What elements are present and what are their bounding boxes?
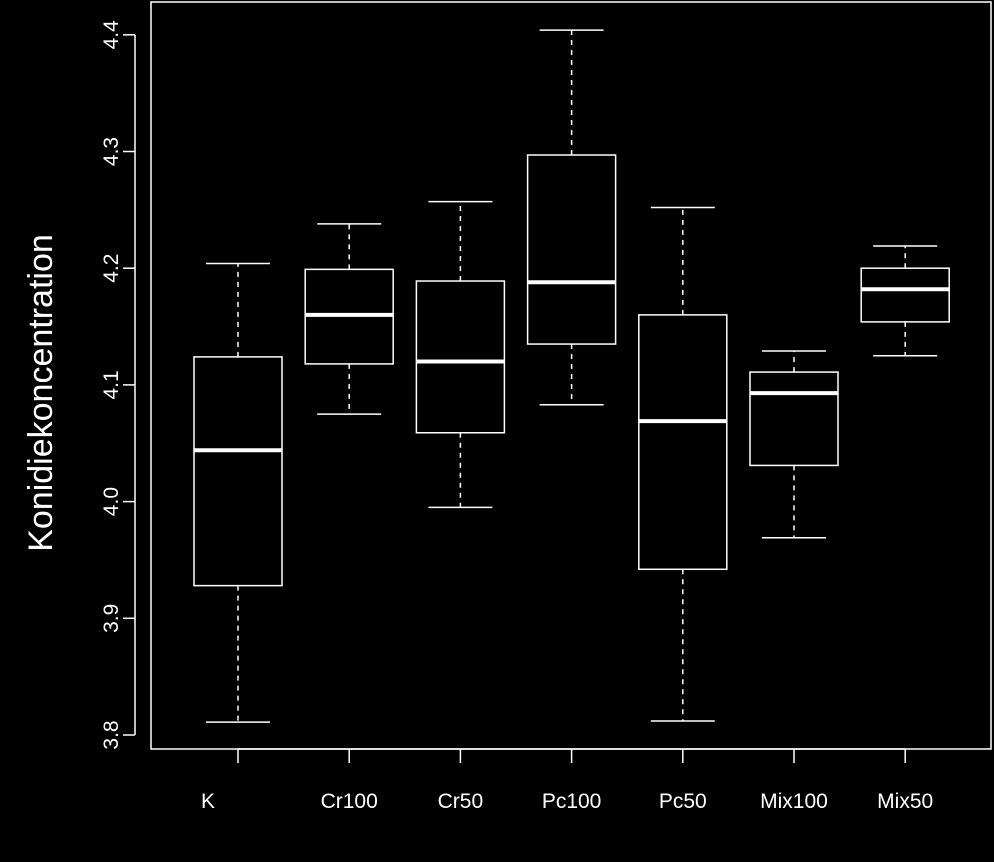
box-cr50 (415, 200, 506, 509)
box-mix100 (749, 350, 839, 539)
box-mix50 (860, 245, 950, 357)
y-tick-label: 3.8 (100, 720, 123, 749)
box-k (193, 262, 283, 723)
x-tick-label: K (201, 790, 215, 813)
y-tick-label: 4.1 (100, 370, 123, 399)
x-tick-label: Cr50 (438, 790, 484, 813)
iqr-box (193, 356, 283, 587)
x-axis: K Cr100 Cr50 Pc100 Pc50 Mix100 Mix50 (201, 748, 933, 813)
y-tick-label: 4.3 (100, 137, 123, 166)
y-axis-title: Konidiekoncentration (22, 234, 60, 552)
x-tick-label: Cr100 (321, 790, 378, 813)
iqr-box (860, 267, 950, 323)
x-tick-label: Pc50 (659, 790, 707, 813)
box-pc100 (526, 29, 617, 406)
x-tick-label: Pc100 (542, 790, 602, 813)
iqr-box (526, 154, 617, 345)
y-axis: 3.8 3.9 4.0 4.1 4.2 4.3 4.4 (100, 20, 136, 750)
y-tick-label: 4.2 (100, 254, 123, 283)
x-tick-label: Mix100 (760, 790, 828, 813)
box-cr100 (304, 223, 394, 415)
x-tick-label: Mix50 (877, 790, 933, 813)
box-pc50 (638, 206, 728, 722)
iqr-box (638, 314, 728, 571)
iqr-box (749, 371, 839, 467)
y-tick-label: 4.4 (100, 20, 123, 50)
iqr-box (415, 280, 506, 434)
y-tick-label: 4.0 (100, 487, 123, 516)
box-group (193, 29, 950, 723)
y-tick-label: 3.9 (100, 604, 123, 633)
